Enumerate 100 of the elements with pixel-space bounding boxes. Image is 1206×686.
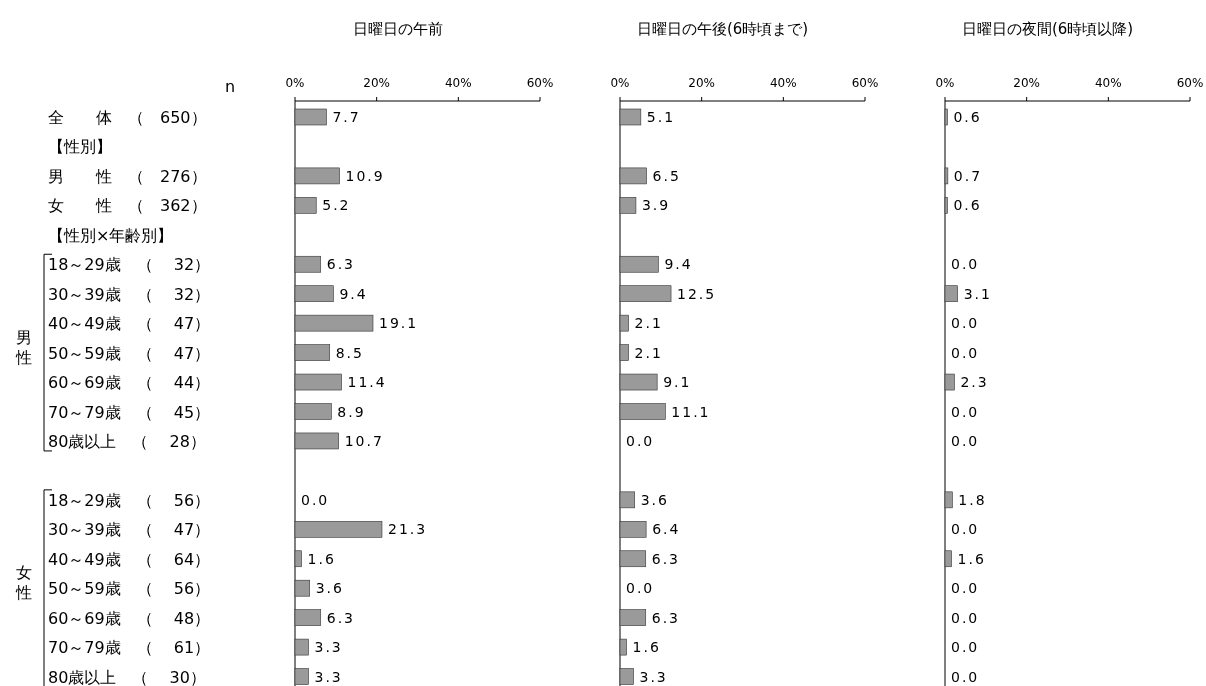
data-label: 11.4 bbox=[347, 374, 387, 391]
bar bbox=[294, 609, 322, 626]
y-tick-label: 30～39歳 （ 47） bbox=[48, 520, 211, 540]
data-label: 1.6 bbox=[632, 639, 661, 656]
bar bbox=[294, 108, 327, 126]
y-tick-label: 50～59歳 （ 56） bbox=[48, 579, 211, 599]
y-tick-label: 女 性 （ 362） bbox=[48, 196, 207, 216]
bar bbox=[294, 638, 309, 656]
data-label: 5.2 bbox=[322, 197, 351, 214]
data-label: 0.0 bbox=[626, 580, 655, 597]
data-label: 6.3 bbox=[651, 550, 680, 567]
data-label: 3.6 bbox=[640, 491, 669, 508]
data-label: 0.6 bbox=[953, 197, 982, 214]
data-label: 9.4 bbox=[664, 256, 693, 273]
bar bbox=[294, 521, 383, 538]
x-tick-label: 40% bbox=[1095, 76, 1122, 90]
bar bbox=[619, 373, 658, 391]
data-label: 6.5 bbox=[652, 167, 681, 184]
x-tick-label: 20% bbox=[1013, 76, 1040, 90]
text: 女性 bbox=[15, 563, 32, 603]
data-label: 5.1 bbox=[646, 109, 676, 125]
bar bbox=[294, 197, 317, 214]
bar bbox=[619, 108, 642, 126]
data-label: 0.6 bbox=[953, 109, 982, 125]
bar bbox=[294, 314, 374, 332]
chart-title: 日曜日の夜間(6時頃以降) bbox=[961, 20, 1134, 38]
data-label: 2.1 bbox=[634, 315, 663, 332]
bar bbox=[619, 403, 666, 420]
data-label: 3.6 bbox=[315, 580, 344, 597]
data-label: 12.5 bbox=[677, 285, 717, 302]
data-label: 3.3 bbox=[314, 668, 343, 685]
data-label: 0.0 bbox=[951, 432, 980, 449]
x-tick-label: 0% bbox=[610, 76, 630, 90]
bar bbox=[619, 344, 629, 361]
data-label: 0.0 bbox=[626, 432, 655, 449]
data-label: 3.3 bbox=[639, 668, 668, 685]
data-label: 0.0 bbox=[951, 609, 980, 626]
bar bbox=[619, 197, 637, 214]
data-label: 6.3 bbox=[326, 256, 355, 273]
bar bbox=[619, 314, 629, 332]
y-tick-label: 【性別×年齢別】 bbox=[48, 225, 174, 245]
x-tick-label: 0% bbox=[285, 76, 305, 90]
x-tick-label: 0% bbox=[935, 76, 955, 90]
data-label: 21.3 bbox=[387, 521, 428, 538]
y-tick-label: 70～79歳 （ 45） bbox=[48, 402, 211, 422]
bar bbox=[294, 579, 310, 597]
data-label: 6.4 bbox=[652, 521, 681, 538]
y-tick-label: 60～69歳 （ 44） bbox=[48, 373, 211, 393]
bar bbox=[619, 255, 659, 273]
y-tick-label: 18～29歳 （ 32） bbox=[48, 255, 211, 275]
data-label: 0.0 bbox=[951, 403, 980, 420]
chart-title: 日曜日の午前 bbox=[352, 20, 443, 38]
data-label: 3.1 bbox=[963, 285, 992, 302]
chart-title: 日曜日の午後(6時頃まで) bbox=[636, 20, 809, 38]
bar bbox=[294, 432, 339, 450]
data-label: 0.0 bbox=[301, 491, 330, 508]
y-tick-label: 40～49歳 （ 64） bbox=[48, 549, 211, 569]
data-label: 0.0 bbox=[951, 580, 980, 597]
bar bbox=[619, 668, 634, 685]
y-tick-label: 男 性 （ 276） bbox=[48, 166, 207, 186]
data-label: 6.3 bbox=[326, 609, 355, 626]
data-label: 0.0 bbox=[951, 315, 980, 332]
data-label: 1.8 bbox=[958, 491, 987, 508]
data-label: 3.3 bbox=[314, 639, 343, 656]
data-label: 0.0 bbox=[951, 639, 980, 656]
bar bbox=[619, 521, 647, 538]
bar bbox=[294, 255, 322, 273]
text: n bbox=[224, 77, 236, 96]
bar bbox=[294, 403, 332, 420]
data-label: 0.7 bbox=[953, 167, 983, 184]
data-label: 9.4 bbox=[339, 285, 368, 302]
bar bbox=[294, 668, 309, 685]
x-tick-label: 60% bbox=[526, 76, 554, 90]
data-label: 11.1 bbox=[671, 403, 711, 420]
y-tick-label: 40～49歳 （ 47） bbox=[48, 314, 211, 334]
x-tick-label: 60% bbox=[1176, 76, 1204, 90]
data-label: 1.6 bbox=[957, 550, 986, 567]
data-label: 9.1 bbox=[663, 374, 692, 391]
y-tick-label: 80歳以上 （ 28） bbox=[48, 431, 206, 451]
data-label: 3.9 bbox=[641, 197, 671, 214]
bar bbox=[294, 285, 334, 302]
data-label: 8.5 bbox=[335, 344, 364, 361]
bar bbox=[294, 550, 302, 568]
data-label: 1.6 bbox=[307, 550, 336, 567]
bar bbox=[619, 609, 647, 626]
bar bbox=[619, 285, 672, 302]
data-label: 19.1 bbox=[378, 315, 419, 332]
data-label: 2.1 bbox=[634, 344, 663, 361]
text: 男性 bbox=[15, 327, 32, 367]
bar bbox=[294, 373, 342, 391]
bar bbox=[619, 167, 647, 185]
data-label: 7.7 bbox=[332, 109, 361, 125]
data-label: 8.9 bbox=[337, 403, 366, 420]
data-label: 10.7 bbox=[344, 432, 384, 449]
y-tick-label: 60～69歳 （ 48） bbox=[48, 608, 211, 628]
bar bbox=[619, 638, 627, 656]
y-tick-label: 【性別】 bbox=[48, 137, 112, 157]
y-tick-label: 全 体 （ 650） bbox=[48, 108, 207, 127]
data-label: 0.0 bbox=[951, 256, 980, 273]
bar bbox=[619, 491, 635, 509]
